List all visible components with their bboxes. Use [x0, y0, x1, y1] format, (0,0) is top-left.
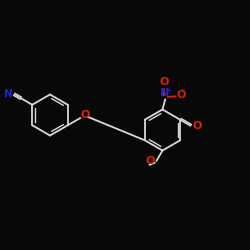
Text: +: + — [166, 86, 172, 95]
Text: O: O — [177, 90, 186, 100]
Text: O: O — [80, 110, 90, 120]
Text: N: N — [4, 89, 13, 99]
Text: N: N — [160, 88, 169, 98]
Text: O: O — [146, 156, 155, 166]
Text: O: O — [160, 77, 169, 87]
Text: ⁻: ⁻ — [181, 87, 186, 97]
Text: O: O — [192, 121, 202, 131]
